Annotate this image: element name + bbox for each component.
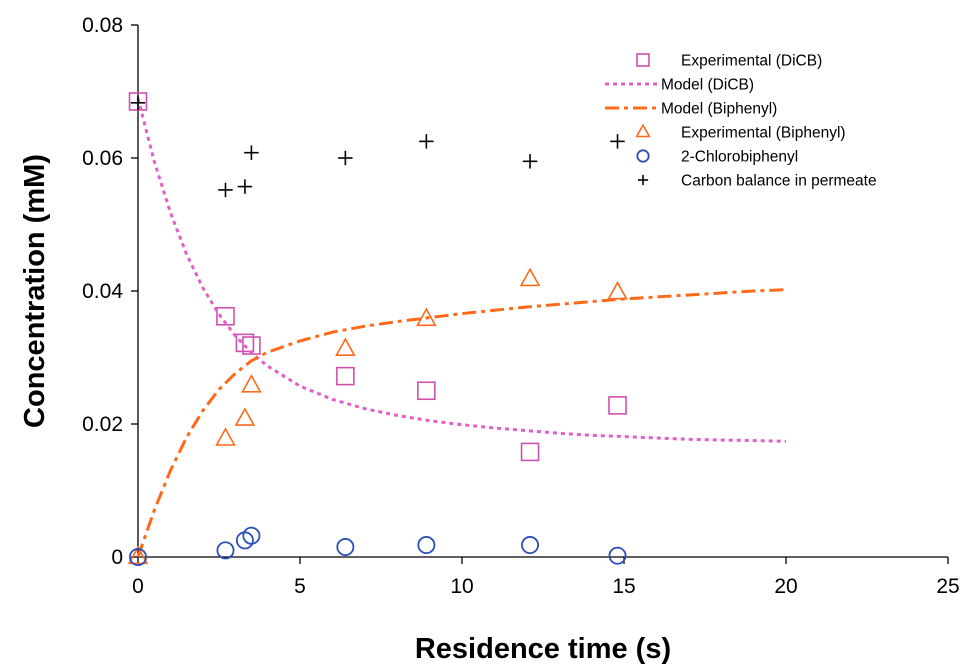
data-point (607, 280, 628, 300)
y-tick-label: 0 (111, 546, 123, 569)
data-point (336, 366, 355, 386)
legend-item: Experimental (Biphenyl) (635, 123, 846, 142)
data-point (416, 307, 437, 327)
data-point (234, 407, 256, 426)
y-tick-label: 0.02 (82, 413, 123, 436)
x-tick-label: 15 (612, 575, 635, 598)
data-point (419, 134, 434, 149)
legend-swatch (636, 53, 650, 67)
legend-label: Carbon balance in permeate (681, 173, 877, 190)
data-point (335, 337, 356, 357)
data-point (241, 374, 262, 393)
data-point (608, 396, 627, 415)
data-point (216, 306, 235, 326)
data-point (244, 145, 259, 160)
data-point (521, 536, 540, 555)
x-tick-label: 10 (450, 575, 473, 598)
data-point (522, 154, 538, 169)
legend-item: Model (DiCB) (605, 77, 754, 94)
data-point (417, 536, 436, 555)
data-point (608, 546, 627, 565)
plot-area: 0 5 10 15 20 25 0 0.02 0.04 0.06 0.08 (82, 14, 960, 598)
series-0 (128, 92, 627, 462)
data-point (216, 541, 235, 560)
series-line (136, 288, 787, 558)
series-line (136, 97, 787, 443)
data-point (336, 538, 355, 557)
x-axis-title: Residence time (s) (415, 633, 671, 665)
data-point (338, 150, 353, 166)
legend-label: 2-Chlorobiphenyl (681, 149, 798, 166)
legend-label: Model (Biphenyl) (661, 101, 777, 118)
series-3 (127, 267, 628, 565)
data-point (218, 182, 233, 198)
data-point (519, 267, 541, 287)
legend-swatch (636, 149, 650, 163)
series-1 (136, 97, 787, 443)
x-tick-label: 20 (774, 575, 797, 598)
series-layer (127, 92, 787, 566)
legend-item: Carbon balance in permeate (637, 173, 877, 190)
legend-item: 2-Chlorobiphenyl (636, 149, 798, 166)
data-point (237, 179, 253, 194)
data-point (215, 427, 236, 446)
data-point (129, 548, 147, 566)
legend-label: Experimental (DiCB) (681, 53, 822, 70)
y-tick-label: 0.08 (82, 14, 123, 37)
legend-item: Experimental (DiCB) (636, 53, 822, 70)
y-tick-label: 0.06 (82, 147, 123, 170)
legend-label: Experimental (Biphenyl) (681, 125, 846, 142)
y-axis-title: Concentration (mM) (19, 154, 51, 428)
y-tick-label: 0.04 (82, 280, 123, 303)
data-point (242, 526, 261, 545)
legend: Experimental (DiCB) Model (DiCB) Model (Bi… (605, 53, 877, 190)
legend-label: Model (DiCB) (661, 77, 754, 94)
series-4 (129, 526, 627, 566)
series-2 (136, 288, 787, 558)
x-tick-label: 25 (936, 575, 959, 598)
series-5 (130, 95, 625, 198)
data-point (610, 134, 625, 149)
legend-swatch (637, 174, 649, 186)
data-point (520, 442, 540, 462)
legend-item: Model (Biphenyl) (605, 101, 777, 118)
data-point (235, 333, 255, 353)
data-point (417, 381, 436, 401)
data-point (130, 95, 146, 111)
axis-ticks: 0 5 10 15 20 25 0 0.02 0.04 0.06 0.08 (82, 14, 960, 598)
x-tick-label: 5 (294, 575, 306, 598)
legend-swatch (635, 123, 651, 138)
x-tick-label: 0 (132, 575, 144, 598)
data-point (127, 545, 149, 565)
